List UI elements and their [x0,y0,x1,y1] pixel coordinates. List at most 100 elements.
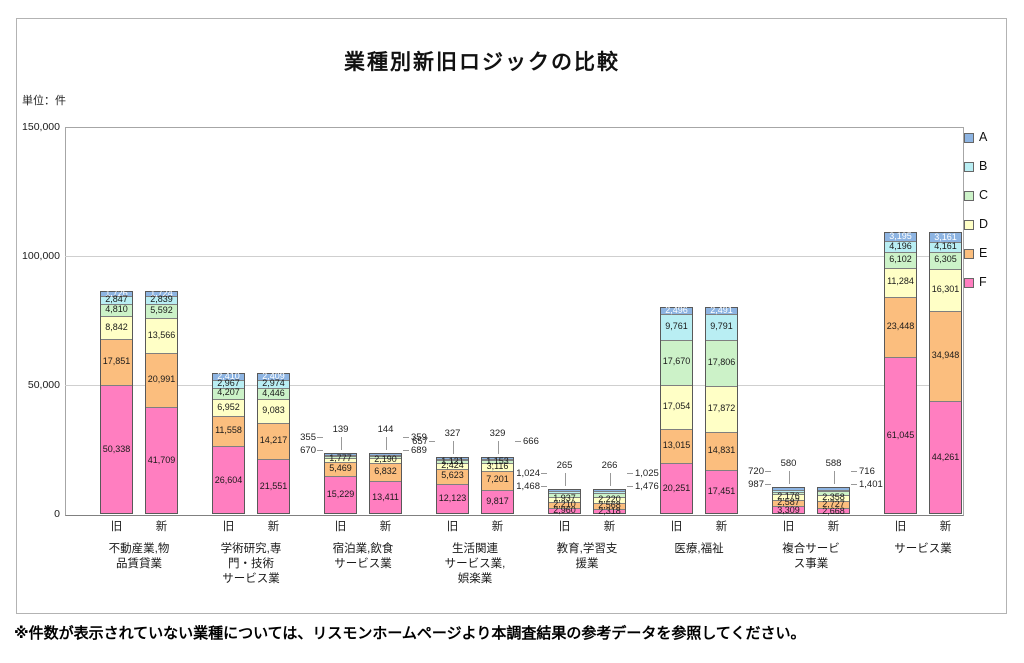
chart-frame [16,18,1007,614]
bar-segment-A [370,454,401,456]
bar-label-old: 旧 [782,521,795,533]
legend-label-D: D [979,217,989,231]
callout-label-C: 689 [411,445,427,457]
callout-line [627,485,633,487]
callout-label-A: 144 [377,424,394,436]
callout-label-A: 266 [601,459,618,471]
bar-label-old: 旧 [558,521,571,533]
bar-segment-A [325,454,356,455]
bar-segment-A [437,457,468,459]
bar-segment-B [146,296,177,304]
callout-line [833,471,835,485]
category-label: サービス業 [334,558,392,570]
segment-label-C: 4,810 [105,304,128,315]
callout-line [403,437,409,439]
bar-label-old: 旧 [894,521,907,533]
bar-segment-F [661,462,692,513]
callout-line [627,472,633,474]
bar-segment-F [258,459,289,513]
bar-old-group8 [884,232,917,514]
bar-segment-C [437,460,468,464]
segment-label-D: 1,937 [553,493,576,504]
segment-label-B: 9,791 [710,321,733,332]
bar-segment-D [885,267,916,297]
category-label: 医療,福祉 [674,543,724,555]
bar-segment-C [885,252,916,268]
bar-segment-D [213,398,244,417]
y-tick-label: 0 [54,508,60,520]
bar-label-old: 旧 [446,521,459,533]
segment-label-A: 2,409 [262,371,285,382]
callout-label-C: 987 [748,479,764,491]
segment-label-F: 61,045 [886,430,915,441]
segment-label-E: 6,832 [374,465,397,476]
legend-swatch-E [964,249,974,259]
y-tick-label: 150,000 [22,121,60,133]
category-label: 不動産業,物 [108,543,170,555]
segment-label-D: 2,220 [598,493,621,504]
segment-label-E: 14,217 [259,435,288,446]
bar-label-new: 新 [827,521,840,533]
bar-segment-F [885,357,916,513]
segment-label-E: 14,831 [707,444,736,455]
segment-label-D: 8,842 [105,321,128,332]
segment-label-A: 2,410 [217,370,240,381]
bar-segment-D [773,494,804,500]
bar-segment-D [258,399,289,423]
bar-segment-F [213,446,244,513]
segment-label-D: 17,872 [707,402,736,413]
bar-segment-D [437,463,468,470]
segment-label-C: 1,121 [441,455,464,466]
bar-segment-F [818,508,849,513]
callout-line [541,485,547,487]
segment-label-E: 5,623 [441,470,464,481]
segment-label-E: 2,727 [822,498,845,509]
bar-segment-C [325,456,356,458]
category-label: 品賃貸業 [116,558,162,570]
bar-segment-B [325,455,356,456]
bar-old-group6 [660,306,693,514]
callout-line [317,437,323,438]
callout-line [541,472,547,474]
segment-label-A: 3,161 [934,231,957,242]
segment-label-F: 9,817 [486,496,509,507]
bar-segment-E [146,353,177,408]
callout-line [609,472,611,486]
segment-label-E: 23,448 [886,321,915,332]
callout-label-C: 1,401 [859,479,883,491]
callout-label-A: 327 [444,427,461,439]
bar-label-new: 新 [155,521,168,533]
callout-label-A: 329 [489,427,506,439]
bar-segment-F [101,385,132,513]
bar-segment-D [594,496,625,503]
bar-old-group7 [772,487,805,514]
bar-segment-A [773,488,804,490]
bar-old-group5 [548,488,581,514]
bar-segment-A [482,457,513,459]
segment-label-F: 41,709 [147,455,176,466]
bar-segment-F [482,489,513,513]
segment-label-F: 20,251 [662,482,691,493]
bar-segment-A [549,489,580,491]
bar-segment-F [437,483,468,513]
segment-label-F: 12,123 [438,493,467,504]
bar-segment-A [258,373,289,381]
bar-segment-F [325,476,356,513]
legend-label-A: A [979,130,988,144]
segment-label-C: 6,305 [934,254,957,265]
bar-label-old: 旧 [334,521,347,533]
bar-segment-E [258,422,289,460]
category-label: 学術研究,専 [220,543,282,555]
bar-segment-A [594,489,625,491]
callout-line [788,471,790,485]
bar-old-group2 [212,372,245,514]
segment-label-A: 3,195 [889,231,912,242]
callout-line [851,484,857,486]
bar-segment-A [706,307,737,315]
callout-label-B: 1,024 [516,467,540,479]
segment-label-F: 17,451 [707,486,736,497]
bar-label-old: 旧 [222,521,235,533]
bar-segment-E [101,339,132,386]
category-label: 援業 [575,558,599,570]
segment-label-E: 5,469 [329,462,352,473]
